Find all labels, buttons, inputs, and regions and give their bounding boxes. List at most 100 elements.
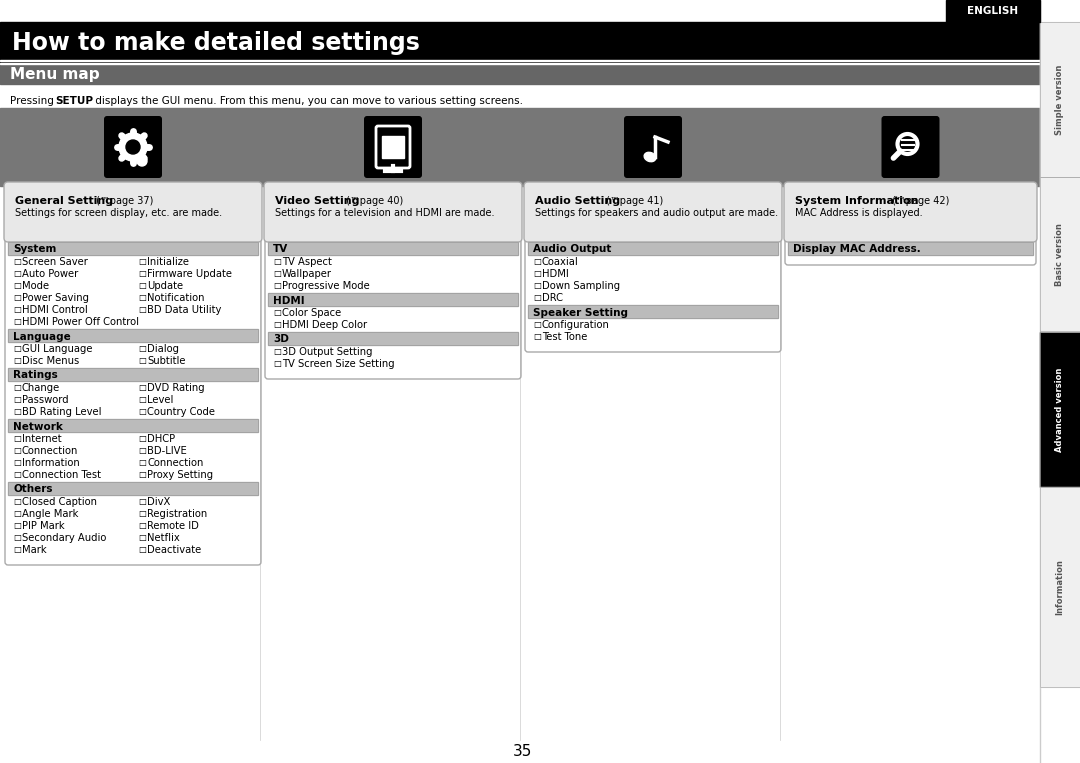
Text: DVD Rating: DVD Rating (147, 383, 204, 393)
Text: Color Space: Color Space (282, 308, 341, 318)
Text: □: □ (13, 446, 21, 455)
Text: □: □ (534, 281, 541, 290)
Bar (8, 329, 258, 342)
Text: □: □ (534, 320, 541, 329)
Text: Firmware Update: Firmware Update (147, 269, 232, 279)
Text: □: □ (138, 434, 146, 443)
Text: General Setting: General Setting (15, 196, 113, 206)
Circle shape (126, 140, 140, 154)
Text: □: □ (273, 347, 281, 356)
Text: Network: Network (13, 421, 63, 432)
Bar (528, 305, 778, 318)
Bar (528, 242, 778, 255)
Text: HDMI Deep Color: HDMI Deep Color (282, 320, 367, 330)
Text: □: □ (273, 359, 281, 368)
Ellipse shape (644, 153, 656, 162)
Bar (8, 419, 258, 432)
Bar (8, 368, 258, 381)
Text: □: □ (13, 434, 21, 443)
Text: □: □ (138, 521, 146, 530)
Text: □: □ (138, 281, 146, 290)
Bar (946, 0, 1040, 22)
Bar (1040, 332, 1080, 487)
Bar (382, 136, 404, 158)
FancyBboxPatch shape (524, 182, 782, 242)
Text: Angle Mark: Angle Mark (22, 509, 79, 519)
Text: □: □ (138, 446, 146, 455)
Text: □: □ (13, 395, 21, 404)
Text: □: □ (138, 497, 146, 506)
Text: DivX: DivX (147, 497, 171, 507)
Bar (1040, 177, 1080, 332)
Text: □: □ (13, 305, 21, 314)
Text: Subtitle: Subtitle (147, 356, 186, 366)
Text: □: □ (138, 257, 146, 266)
Bar (0, 64, 1040, 84)
Text: 35: 35 (512, 745, 531, 759)
Text: □: □ (13, 458, 21, 467)
Text: Dialog: Dialog (147, 344, 179, 354)
Text: (™page 41): (™page 41) (603, 196, 663, 206)
Text: □: □ (534, 332, 541, 341)
Text: □: □ (13, 497, 21, 506)
Bar (788, 242, 1032, 255)
Circle shape (137, 156, 147, 166)
Text: Ratings: Ratings (13, 371, 57, 381)
Text: □: □ (13, 407, 21, 416)
Text: □: □ (138, 344, 146, 353)
Text: Secondary Audio: Secondary Audio (22, 533, 106, 543)
Bar (8, 242, 258, 255)
Text: □: □ (13, 383, 21, 392)
Text: □: □ (138, 458, 146, 467)
Text: Settings for speakers and audio output are made.: Settings for speakers and audio output a… (535, 208, 778, 218)
Text: □: □ (13, 509, 21, 518)
Text: HDMI: HDMI (273, 295, 305, 305)
Text: □: □ (138, 509, 146, 518)
Text: ENGLISH: ENGLISH (968, 6, 1018, 16)
FancyBboxPatch shape (376, 126, 410, 168)
FancyBboxPatch shape (364, 116, 422, 178)
Text: Information: Information (22, 458, 80, 468)
FancyBboxPatch shape (624, 116, 681, 178)
Text: SETUP: SETUP (55, 96, 93, 106)
Text: □: □ (138, 545, 146, 554)
Text: □: □ (13, 533, 21, 542)
Text: (™page 40): (™page 40) (342, 196, 403, 206)
Text: HDMI: HDMI (542, 269, 569, 279)
Text: □: □ (138, 407, 146, 416)
FancyBboxPatch shape (264, 182, 522, 242)
Text: Mark: Mark (22, 545, 46, 555)
Text: How to make detailed settings: How to make detailed settings (12, 31, 420, 55)
Text: Password: Password (22, 395, 69, 405)
Bar (788, 242, 1032, 255)
Text: TV Aspect: TV Aspect (282, 257, 332, 267)
Text: (™page 42): (™page 42) (889, 196, 949, 206)
Bar (1040, 22, 1080, 177)
Text: Notification: Notification (147, 293, 204, 303)
Text: System: System (13, 244, 56, 255)
Text: Initialize: Initialize (147, 257, 189, 267)
Text: Audio Setting: Audio Setting (535, 196, 620, 206)
Text: 3D Output Setting: 3D Output Setting (282, 347, 373, 357)
Text: DHCP: DHCP (147, 434, 175, 444)
Text: System Information: System Information (795, 196, 918, 206)
Text: Menu map: Menu map (10, 66, 99, 82)
Text: Netflix: Netflix (147, 533, 179, 543)
Text: □: □ (138, 293, 146, 302)
Text: Language: Language (13, 331, 71, 342)
Text: □: □ (138, 356, 146, 365)
Text: PIP Mark: PIP Mark (22, 521, 65, 531)
Bar (268, 293, 518, 306)
FancyBboxPatch shape (104, 116, 162, 178)
Bar (8, 419, 258, 432)
Text: Progressive Mode: Progressive Mode (282, 281, 369, 291)
Bar (8, 242, 258, 255)
Text: □: □ (13, 269, 21, 278)
Bar (528, 305, 778, 318)
Text: (™page 37): (™page 37) (93, 196, 153, 206)
FancyBboxPatch shape (881, 116, 940, 178)
Text: Settings for screen display, etc. are made.: Settings for screen display, etc. are ma… (15, 208, 222, 218)
Text: HDMI Control: HDMI Control (22, 305, 87, 315)
Text: □: □ (13, 344, 21, 353)
Bar (528, 242, 778, 255)
